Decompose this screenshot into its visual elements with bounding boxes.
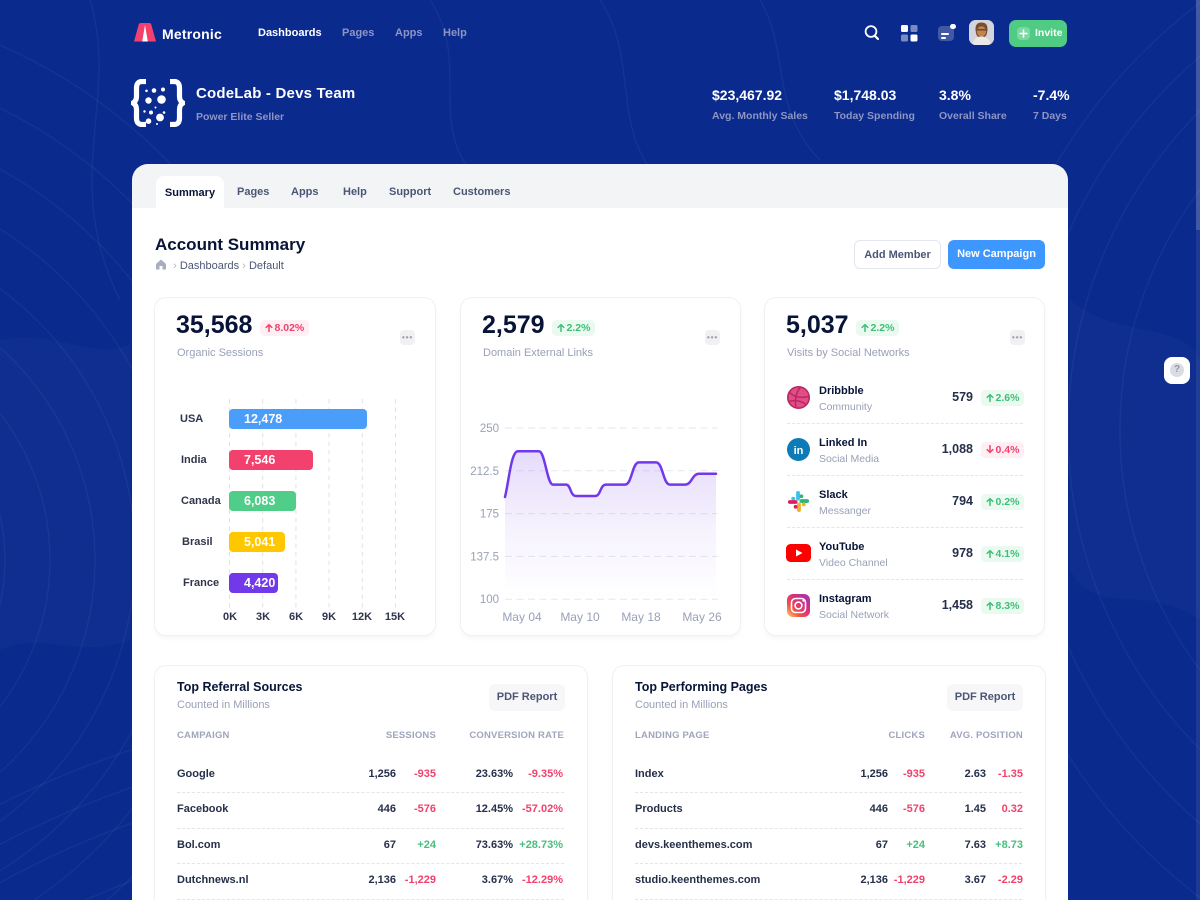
svg-text:137.5: 137.5 [470, 551, 499, 563]
svg-text:212.5: 212.5 [470, 466, 499, 478]
svg-text:175: 175 [480, 509, 499, 521]
svg-text:100: 100 [480, 594, 499, 606]
svg-text:250: 250 [480, 423, 499, 435]
svg-text:in: in [794, 445, 804, 457]
